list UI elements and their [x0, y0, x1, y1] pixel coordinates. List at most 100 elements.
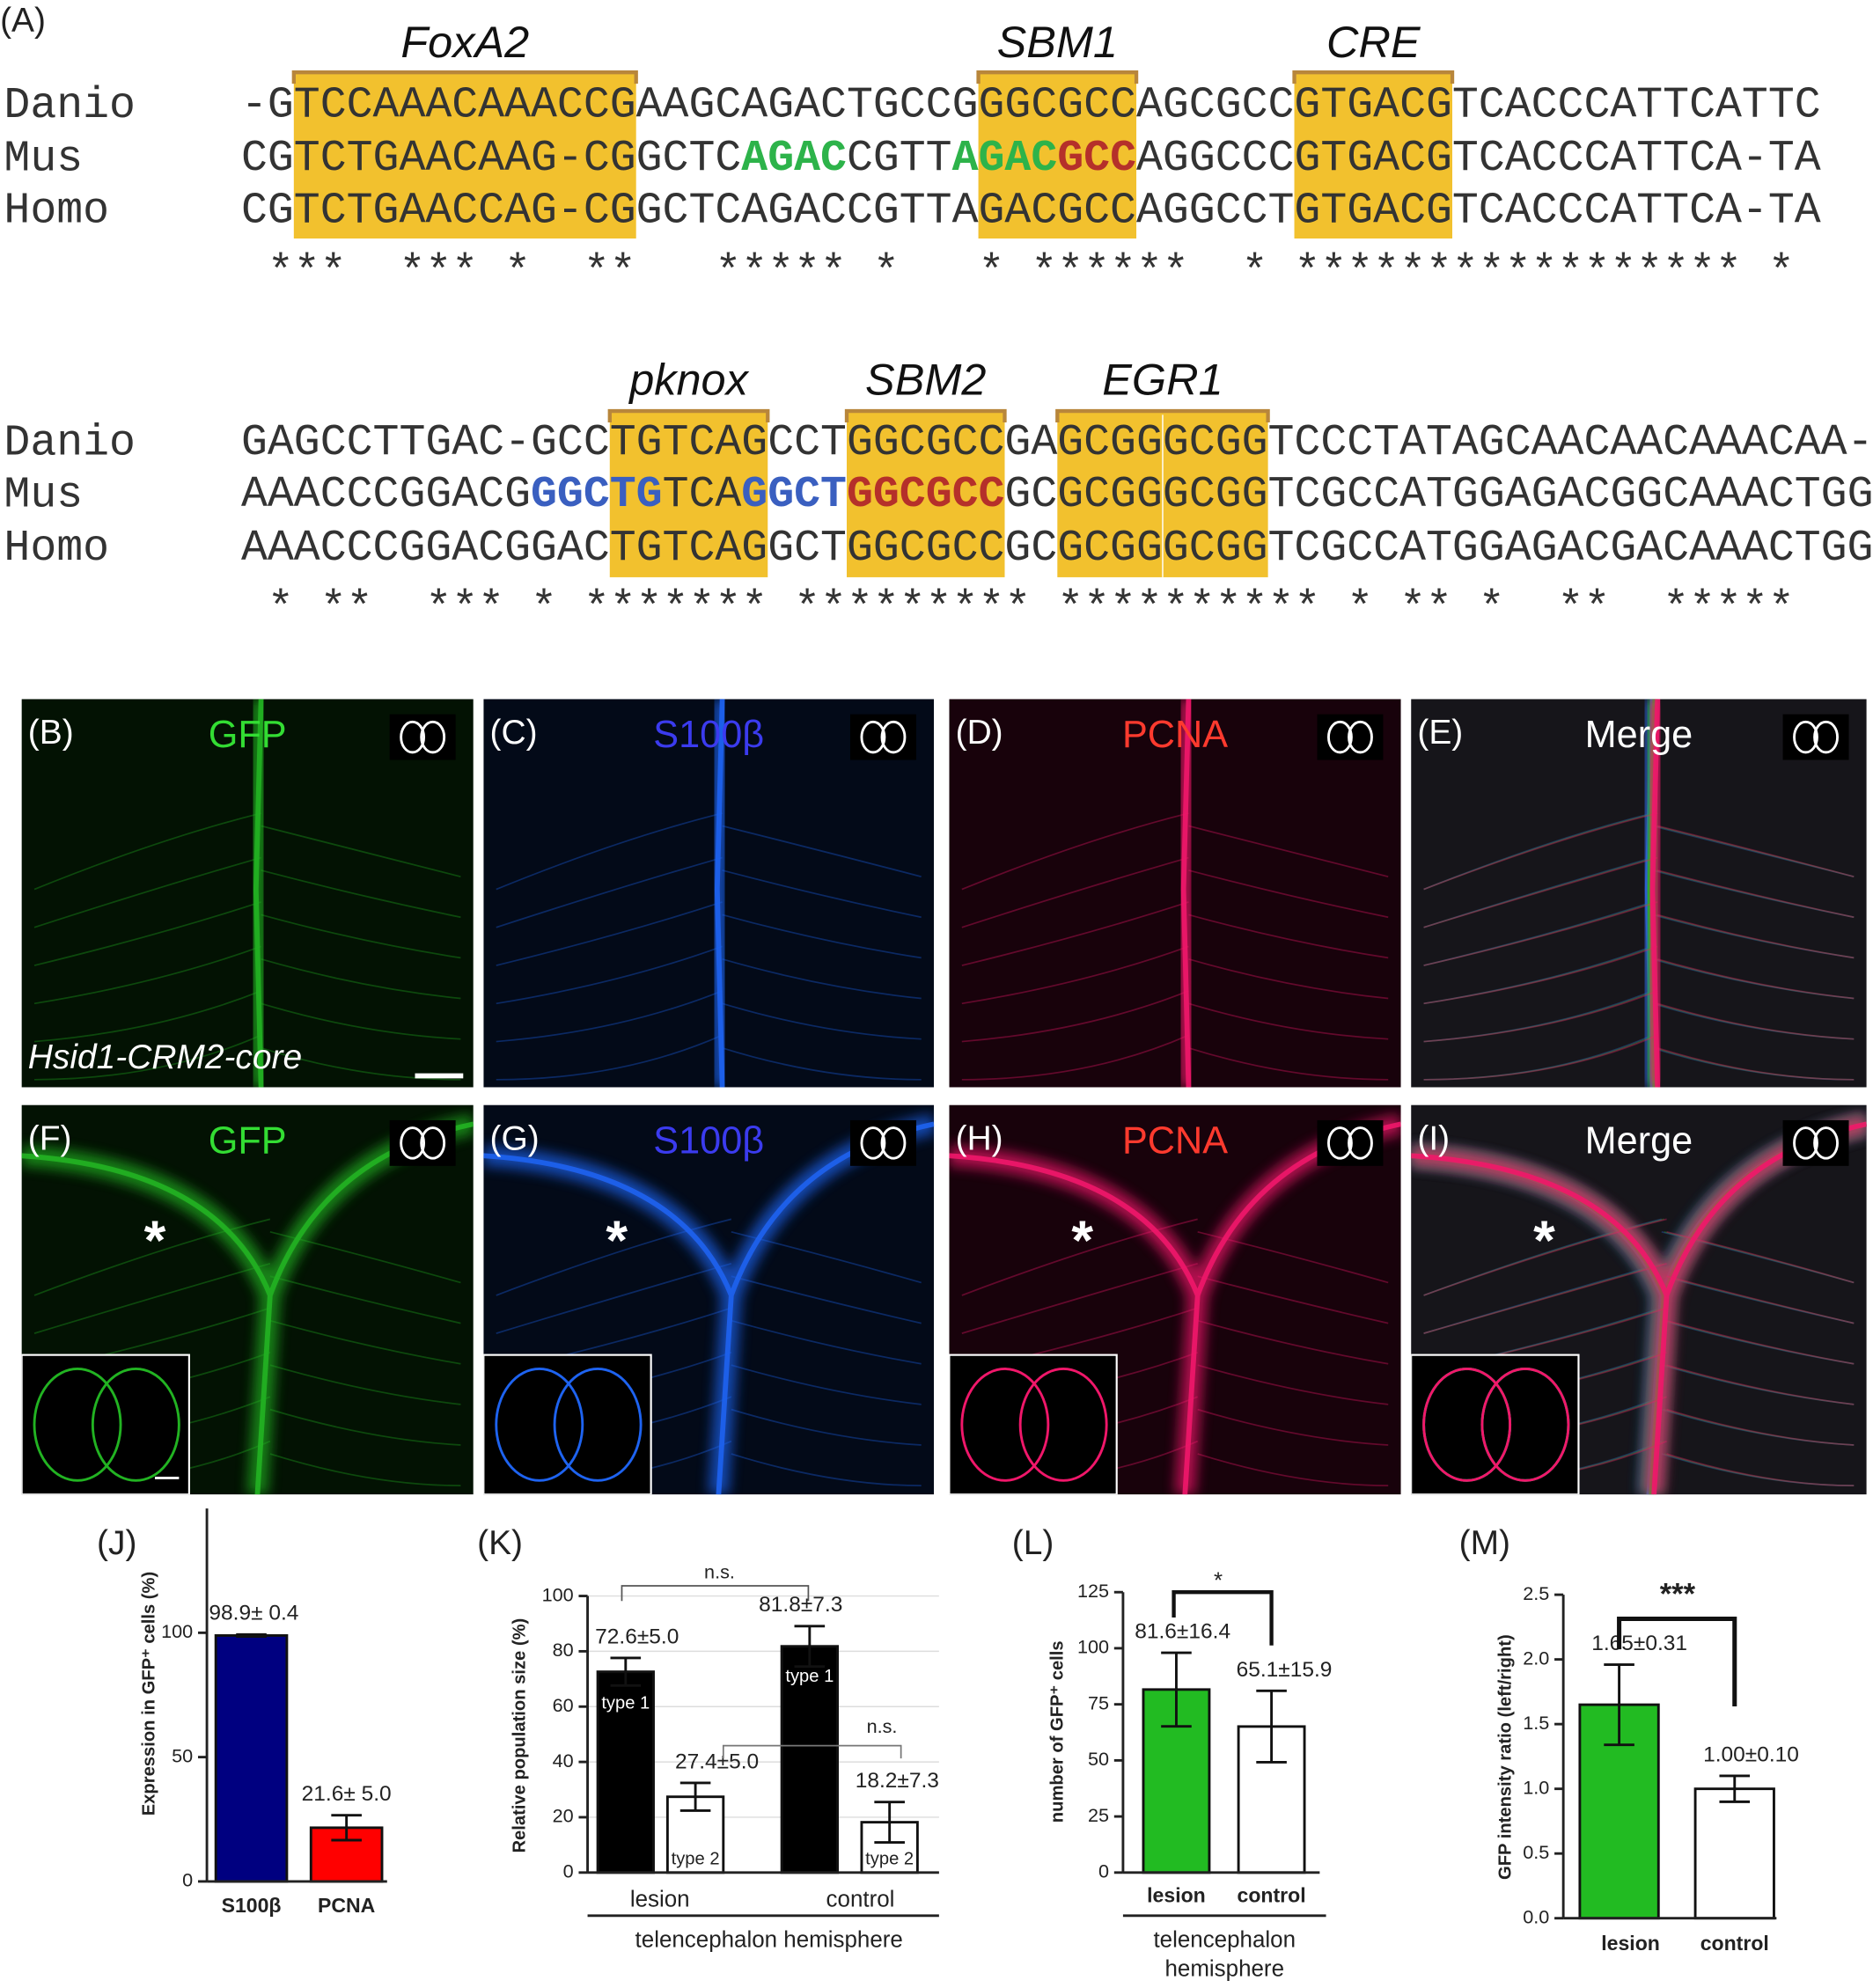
brain-icon	[1793, 720, 1818, 754]
tissue-fiber	[496, 945, 723, 1005]
tissue-line	[253, 699, 264, 1088]
species-name: Homo	[4, 185, 109, 235]
error-bar	[679, 1781, 711, 1812]
panel-label: (K)	[477, 1524, 523, 1562]
brain-icon	[1327, 720, 1353, 754]
y-axis-title: Relative population size (%)	[510, 1618, 529, 1853]
sequence: AAACCCGGACGGGCTGTCAGGCTGGCGCCGCGCGGGCGGT…	[241, 469, 1873, 519]
tissue-fiber	[496, 1034, 723, 1081]
tissue-fiber	[1423, 901, 1653, 966]
brain-icon	[420, 720, 446, 754]
tissue-fiber	[731, 1230, 922, 1284]
tissue-fiber	[1423, 856, 1656, 928]
significance-label: ***	[1660, 1578, 1696, 1611]
tissue-fiber	[1423, 812, 1658, 891]
sequence-segment: GGCGCC	[847, 469, 1004, 519]
motif-name: pknox	[628, 355, 749, 405]
tissue-fiber	[1423, 945, 1653, 1005]
tissue-fiber	[1423, 856, 1653, 928]
y-axis-title: number of GFP⁺ cells	[1048, 1640, 1068, 1823]
inset-lobe	[1480, 1368, 1570, 1482]
tissue-fiber	[1423, 1263, 1663, 1334]
tissue-fiber	[1423, 901, 1656, 966]
image-panel: (D) PCNA	[949, 699, 1401, 1088]
panel-label: (C)	[490, 714, 538, 752]
tissue-fiber	[269, 1230, 461, 1284]
tissue-fiber	[1188, 869, 1389, 919]
tissue-fiber	[1188, 913, 1389, 959]
tissue-fiber	[269, 1319, 461, 1365]
tissue-fiber	[1661, 1364, 1855, 1405]
tissue-fiber	[1655, 913, 1855, 959]
y-tick-label: 1.5	[1523, 1712, 1549, 1734]
tissue-fiber	[1664, 1275, 1855, 1324]
sequence-segment: CGTCTGAACAAG-CGGCTC	[241, 133, 741, 183]
tissue-fiber	[261, 869, 461, 919]
species-name: Mus	[4, 133, 83, 183]
conservation-line: *** *** * ** ***** * * ****** * ********…	[241, 247, 1795, 297]
tissue-fiber	[1423, 1263, 1664, 1334]
tissue-fiber	[1652, 1046, 1855, 1081]
sequence-segment: -GTCCAAACAAACCGAAGCAGACTGCCGGGCGCCAGCGCC…	[241, 80, 1821, 130]
significance-label: n.s.	[704, 1560, 735, 1582]
motif-bracket	[1292, 70, 1455, 84]
tissue-fiber	[1652, 913, 1855, 959]
error-bar	[1161, 1651, 1192, 1728]
tissue-fiber	[1197, 1230, 1389, 1284]
x-tick-label: control	[1238, 1883, 1306, 1906]
brain-icon	[880, 1126, 907, 1160]
tissue-fiber	[1661, 1275, 1855, 1324]
inset	[483, 1353, 652, 1495]
motif-name: EGR1	[1102, 355, 1223, 405]
lesion-marker: *	[1533, 1210, 1555, 1272]
sequence: -GTCCAAACAAACCGAAGCAGACTGCCGGGCGCCAGCGCC…	[241, 80, 1821, 130]
tissue-fiber	[961, 990, 1189, 1043]
brain-icon	[400, 720, 426, 754]
motif-name: SBM1	[997, 17, 1118, 67]
y-tick-label: 100	[161, 1620, 193, 1642]
tissue-fiber	[1655, 1002, 1855, 1040]
image-panel: (B) GFP Hsid1-CRM2-core	[21, 699, 474, 1088]
tissue-line	[1180, 699, 1192, 1088]
motif-bracket	[607, 408, 770, 423]
conservation-line: * ** *** * ******* ********* ********** …	[241, 583, 1795, 634]
tissue-fiber	[731, 1408, 922, 1446]
tissue-fiber	[1652, 958, 1855, 1000]
tissue-fiber	[731, 1364, 922, 1405]
inset-lobe	[91, 1368, 180, 1482]
sequence-segment: GAGCCTTGAC-GCCTGTCAGCCTGGCGCCGAGCGGGCGGT…	[241, 417, 1873, 467]
motif-name: FoxA2	[400, 17, 529, 67]
bar	[1693, 1787, 1775, 1920]
construct-name: Hsid1-CRM2-core	[28, 1038, 302, 1076]
significance-label: *	[1214, 1569, 1223, 1594]
channel-name: S100β	[653, 714, 764, 756]
tissue-fiber	[961, 1263, 1198, 1334]
image-panel: (E) Merge	[1411, 699, 1867, 1088]
value-label: 81.8±7.3	[759, 1593, 842, 1617]
brain-icon	[1813, 1126, 1839, 1160]
tissue-fiber	[1657, 869, 1855, 919]
panel-label: (D)	[956, 714, 1003, 752]
error-bar	[1604, 1663, 1634, 1747]
tissue-fiber	[1664, 1453, 1855, 1486]
sequence-segment: AGAC	[952, 133, 1058, 183]
tissue-fiber	[1423, 990, 1653, 1043]
tissue-fiber	[1661, 1319, 1855, 1365]
tissue-fiber	[961, 856, 1189, 928]
panel-label: (I)	[1417, 1119, 1450, 1157]
value-label: 81.6±16.4	[1135, 1619, 1230, 1643]
significance-bracket	[1172, 1590, 1274, 1646]
species-name: Danio	[4, 417, 136, 467]
species-name: Danio	[4, 80, 136, 130]
brain-icon	[420, 1126, 446, 1160]
tissue-fiber	[1666, 1230, 1855, 1284]
x-axis-title: telencephalon hemisphere	[635, 1928, 903, 1953]
tissue-fiber	[731, 1319, 922, 1365]
tissue-fiber	[1652, 825, 1855, 877]
tissue-fiber	[1655, 958, 1855, 1000]
tissue-fiber	[1197, 1364, 1389, 1405]
channel-name: GFP	[209, 714, 287, 756]
tissue-fiber	[1657, 825, 1855, 877]
value-label: 18.2±7.3	[856, 1769, 939, 1793]
